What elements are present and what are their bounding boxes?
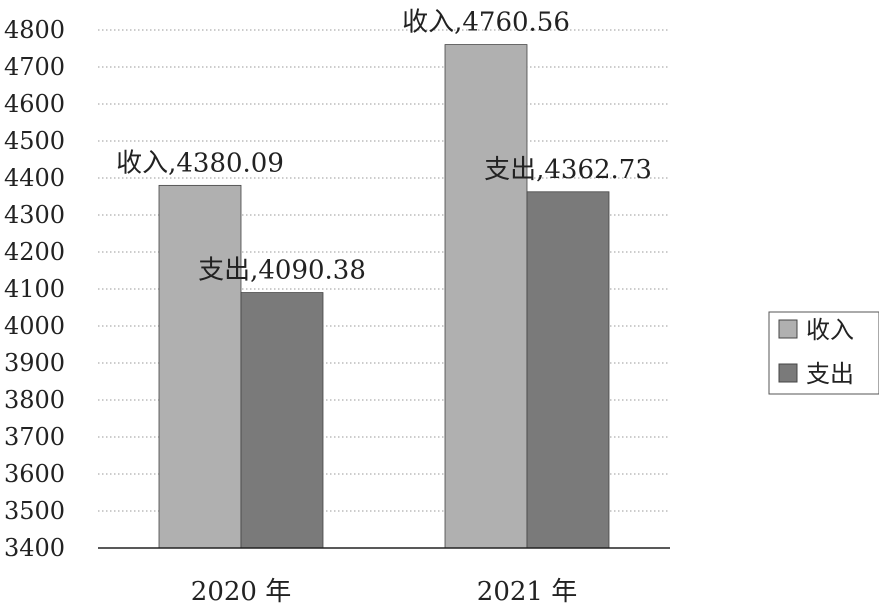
bar-income-0 — [158, 184, 242, 549]
y-tick-label: 4300 — [4, 201, 65, 229]
category-label: 2020 年 — [191, 577, 291, 607]
category-labels: 2020 年 2021 年 — [191, 577, 577, 607]
bar-income-1 — [444, 44, 528, 549]
y-tick-label: 4100 — [4, 275, 65, 303]
data-label-income-1: 收入,4760.56 — [402, 8, 570, 38]
legend-swatch-income — [778, 319, 798, 339]
y-tick-label: 4600 — [4, 90, 65, 118]
bar-expense-1 — [526, 191, 610, 549]
data-labels: 收入,4380.09 支出,4090.38 收入,4760.56 支出,4362.73 — [116, 8, 652, 286]
bars — [158, 44, 610, 549]
legend: 收入 支出 — [768, 311, 879, 395]
y-tick-label: 3400 — [4, 534, 65, 562]
data-label-income-0: 收入,4380.09 — [116, 148, 284, 178]
y-tick-label: 3600 — [4, 460, 65, 488]
bar-expense-0 — [240, 292, 324, 549]
data-label-expense-0: 支出,4090.38 — [198, 256, 366, 286]
y-tick-label: 4500 — [4, 127, 65, 155]
y-tick-label: 4200 — [4, 238, 65, 266]
y-tick-label: 4400 — [4, 164, 65, 192]
y-tick-label: 3700 — [4, 423, 65, 451]
y-axis-ticks: 3400 3500 3600 3700 3800 3900 4000 4100 4200 4300… — [4, 16, 65, 562]
y-tick-label: 4000 — [4, 312, 65, 340]
y-tick-label: 3900 — [4, 349, 65, 377]
legend-swatch-expense — [778, 363, 798, 383]
legend-label-income: 收入 — [806, 316, 854, 344]
y-tick-label: 4800 — [4, 16, 65, 44]
y-tick-label: 3800 — [4, 386, 65, 414]
y-tick-label: 4700 — [4, 53, 65, 81]
data-label-expense-1: 支出,4362.73 — [484, 155, 652, 185]
category-label: 2021 年 — [477, 577, 577, 607]
y-tick-label: 3500 — [4, 497, 65, 525]
legend-label-expense: 支出 — [806, 360, 854, 388]
